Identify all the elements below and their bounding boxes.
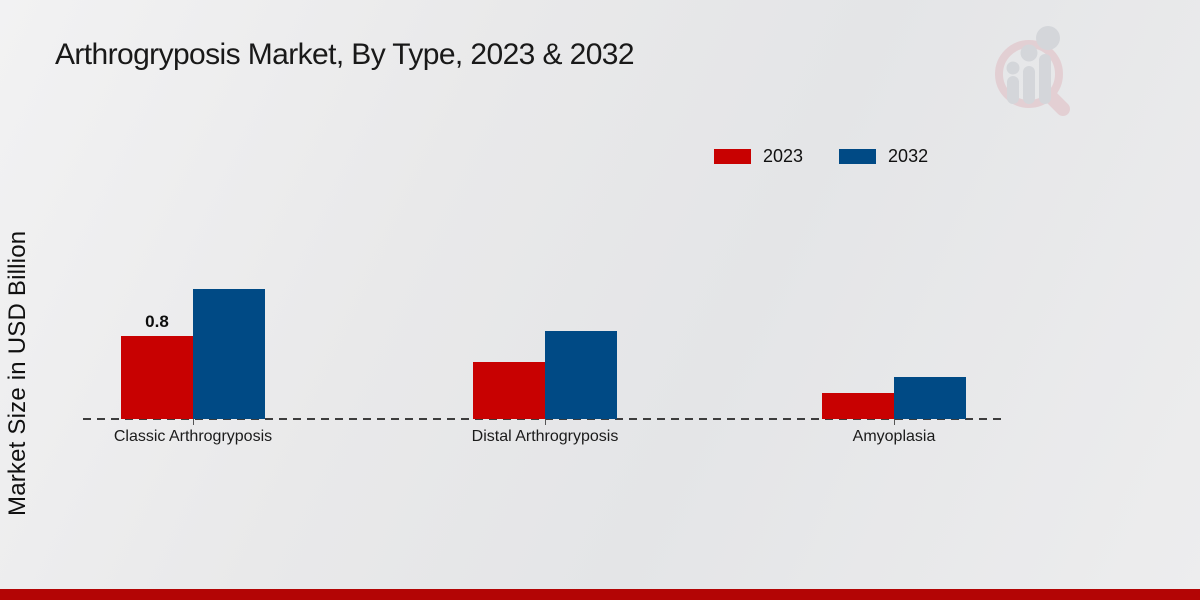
legend-label: 2023	[763, 146, 804, 166]
magnifier-bar-chart-watermark-icon	[995, 26, 1070, 116]
bar-2032-distal-arthrogryposis	[545, 331, 617, 419]
legend-swatch-2032	[839, 149, 877, 164]
bar-2023-amyoplasia	[822, 393, 894, 419]
legend-item-2023: 2023	[714, 146, 803, 167]
x-axis-tick	[193, 419, 194, 425]
legend: 2023 2032	[714, 146, 928, 167]
legend-item-2032: 2032	[839, 146, 928, 167]
footer-accent-bar	[0, 589, 1200, 600]
category-label-classic-arthrogryposis: Classic Arthrogryposis	[113, 428, 273, 445]
bar-2032-amyoplasia	[894, 377, 966, 419]
x-axis-tick	[894, 419, 895, 425]
legend-label: 2032	[888, 146, 929, 166]
bar-2032-classic-arthrogryposis	[193, 289, 265, 419]
bar-value-label: 0.8	[145, 312, 169, 331]
chart-title: Arthrogryposis Market, By Type, 2023 & 2…	[55, 38, 635, 71]
legend-swatch-2023	[714, 149, 751, 164]
y-axis-title: Market Size in USD Billion	[4, 230, 31, 516]
bar-2023-distal-arthrogryposis	[473, 362, 545, 419]
category-label-distal-arthrogryposis: Distal Arthrogryposis	[471, 428, 619, 445]
category-label-amyoplasia: Amyoplasia	[852, 428, 936, 445]
x-axis-tick	[545, 419, 546, 425]
bar-2023-classic-arthrogryposis	[121, 336, 193, 419]
